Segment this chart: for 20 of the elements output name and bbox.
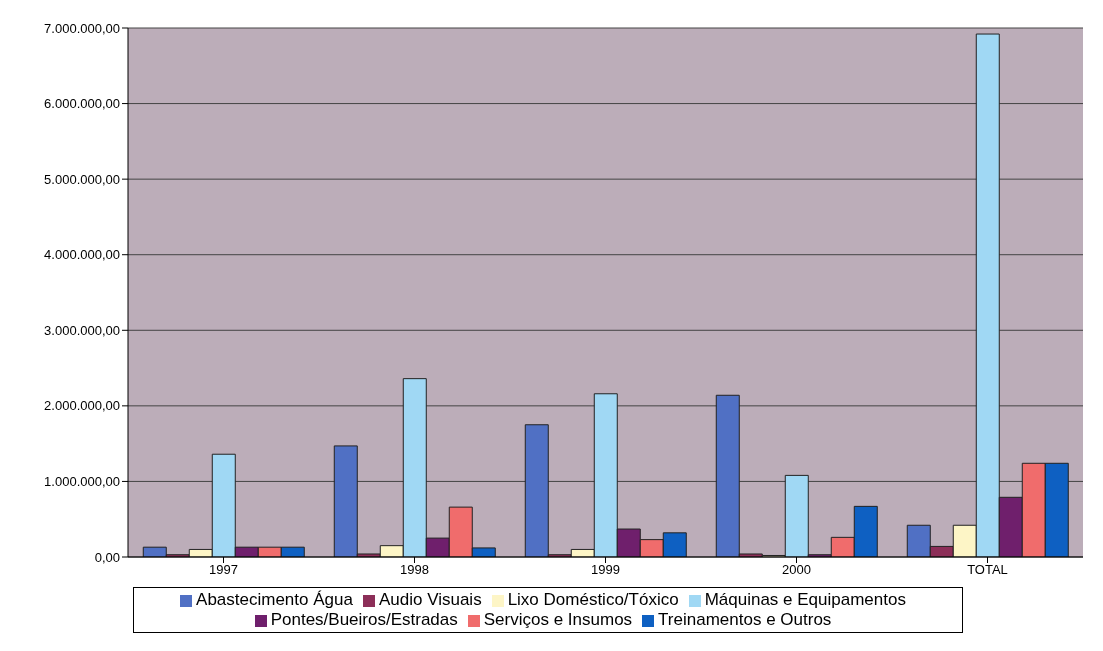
y-tick-label: 4.000.000,00 <box>44 247 120 263</box>
x-tick-label: 2000 <box>782 562 811 578</box>
y-tick-label: 3.000.000,00 <box>44 322 120 338</box>
legend-label: Abastecimento Água <box>196 590 353 609</box>
legend-label: Serviços e Insumos <box>483 610 633 629</box>
legend-label: Treinamentos e Outros <box>658 610 832 629</box>
legend-label: Lixo Doméstico/Tóxico <box>507 590 679 609</box>
y-tick-label: 6.000.000,00 <box>44 96 120 112</box>
y-tick-label: 2.000.000,00 <box>44 398 120 414</box>
x-tick-label: 1997 <box>209 562 238 578</box>
y-tick-label: 5.000.000,00 <box>44 171 120 187</box>
legend-label: Máquinas e Equipamentos <box>704 590 906 609</box>
legend-label: Audio Visuais <box>378 590 482 609</box>
legend-label: Pontes/Bueiros/Estradas <box>270 610 458 629</box>
y-tick-label: 1.000.000,00 <box>44 474 120 490</box>
y-tick-label: 7.000.000,00 <box>44 20 120 36</box>
x-tick-label: TOTAL <box>967 562 1008 578</box>
y-tick-label: 0,00 <box>94 549 120 565</box>
x-tick-label: 1999 <box>591 562 620 578</box>
x-tick-label: 1998 <box>400 562 429 578</box>
